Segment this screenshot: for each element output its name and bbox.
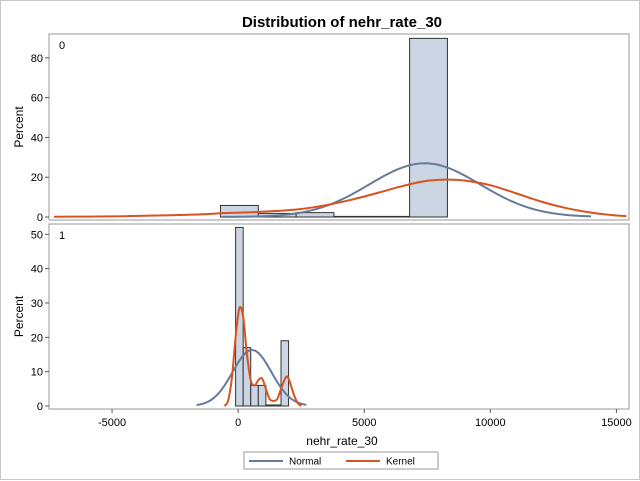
histogram-bar [371,215,411,218]
histogram-bar [295,212,335,218]
x-tick-label: 15000 [601,417,632,429]
y-axis-label: Percent [12,106,26,148]
y-tick-label: 50 [31,229,43,241]
histogram-bar [333,215,373,218]
histogram-bar [250,384,259,407]
panel-label: 1 [59,230,65,242]
y-tick-label: 10 [31,367,43,379]
histogram-bar [280,340,290,407]
legend-frame [243,451,439,470]
histogram-bar [265,404,274,407]
normal-curve [196,349,307,407]
panels: 0020406080Percent101020304050Percent-500… [12,33,632,429]
panel-label: 0 [59,40,65,52]
chart-title: Distribution of nehr_rate_30 [242,14,442,31]
histogram-bar [235,226,244,407]
x-axis-label: nehr_rate_30 [306,434,378,448]
y-tick-label: 0 [37,212,43,224]
y-tick-label: 80 [31,53,43,65]
normal-curve [222,162,592,218]
x-tick-label: 0 [235,417,241,429]
panel-frame [48,33,630,221]
legend-label-normal: Normal [289,457,321,468]
x-tick-label: 10000 [475,417,506,429]
x-tick-label: 5000 [352,417,376,429]
y-tick-label: 60 [31,93,43,105]
y-tick-label: 40 [31,132,43,144]
histogram-bar [272,404,282,407]
y-axis-label: Percent [12,295,26,337]
y-tick-label: 20 [31,332,43,344]
legend-label-kernel: Kernel [386,457,415,468]
y-tick-label: 20 [31,172,43,184]
y-tick-label: 0 [37,401,43,413]
histogram-bar [257,384,267,407]
x-tick-label: -5000 [98,417,126,429]
y-tick-label: 40 [31,264,43,276]
y-tick-label: 30 [31,298,43,310]
panel-frame [48,223,630,410]
histogram-bar [409,37,448,218]
kernel-curve [223,305,302,407]
legend: Normal Kernel [243,451,439,470]
panel-0: 0 0 20 40 60 80 Percent [12,33,630,224]
kernel-curve [54,178,627,218]
